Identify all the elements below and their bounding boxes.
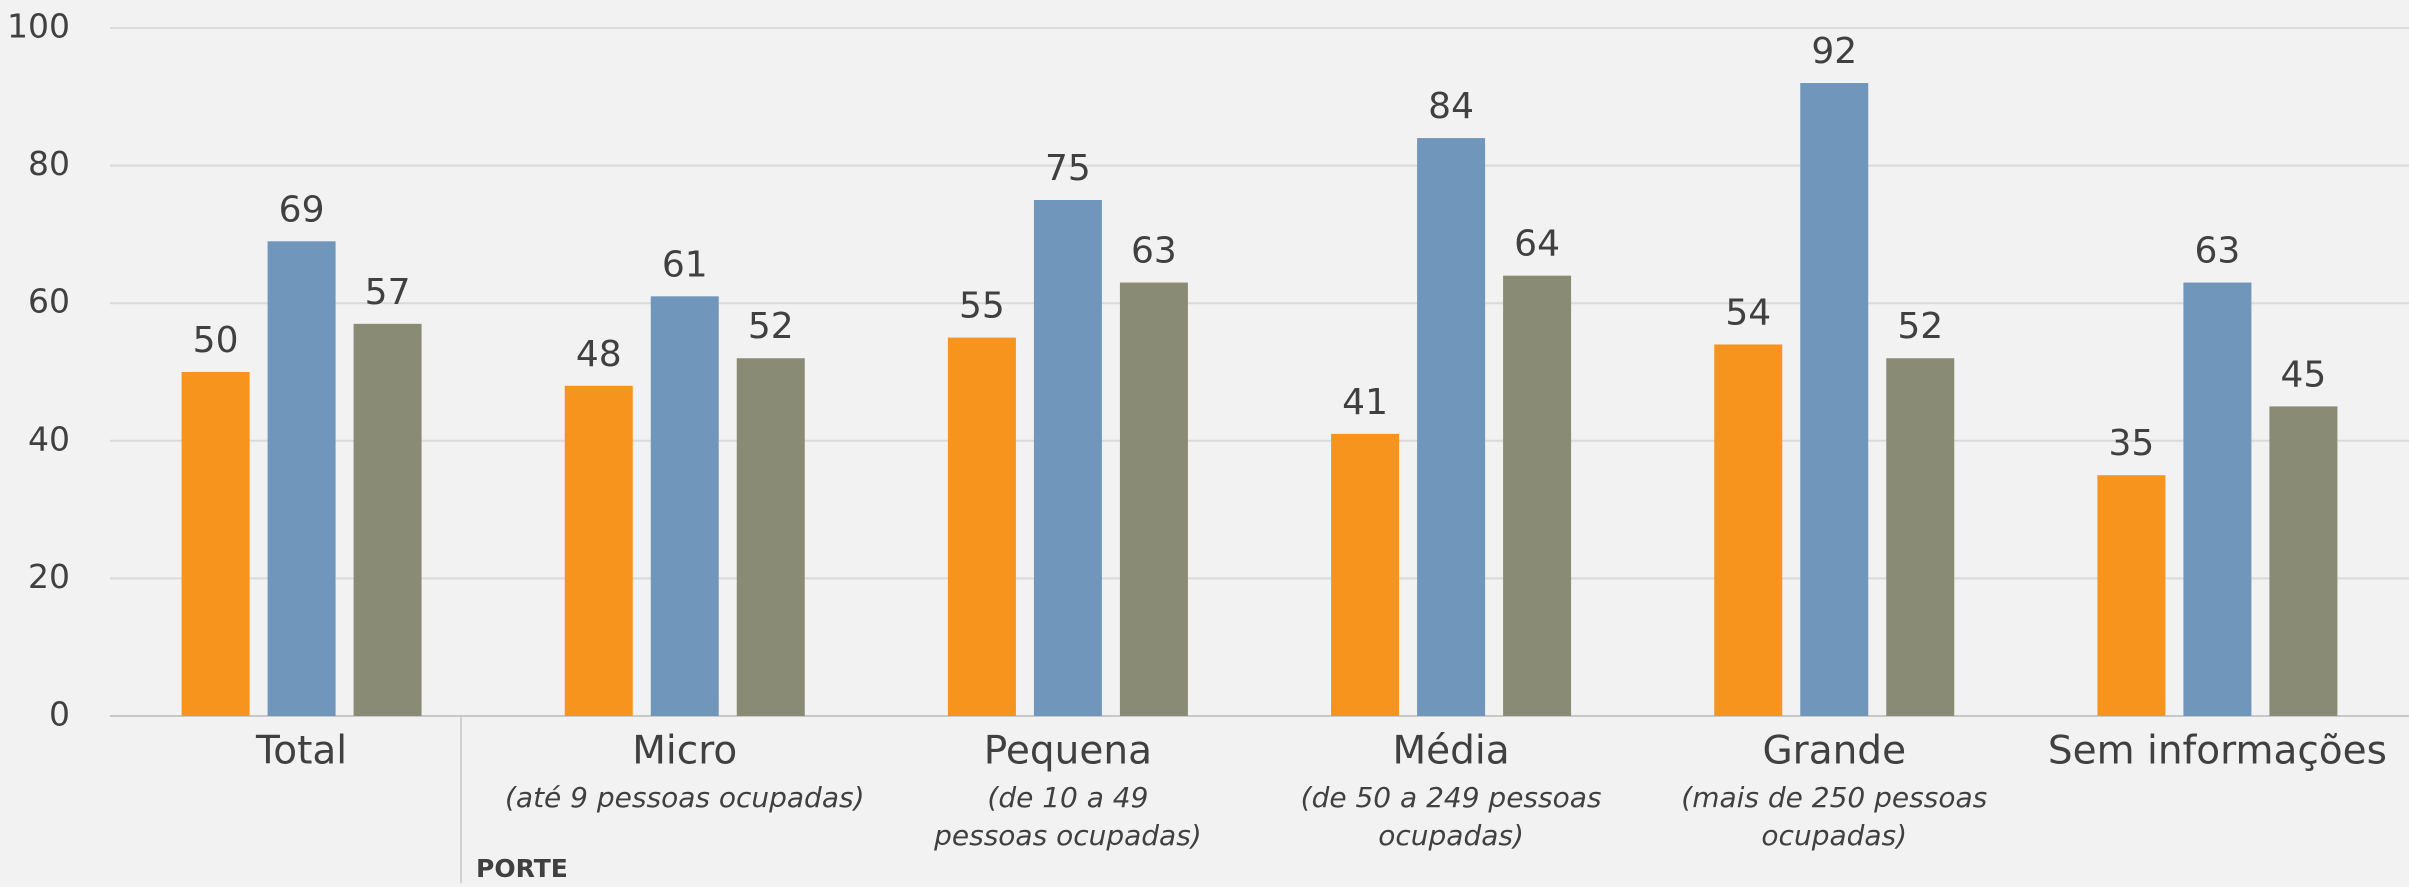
x-tick-label: Grande xyxy=(1762,729,1906,774)
y-tick-label: 0 xyxy=(49,695,70,734)
value-label: 75 xyxy=(1045,148,1091,189)
value-label: 55 xyxy=(959,286,1005,327)
value-label: 41 xyxy=(1342,382,1388,423)
value-label: 69 xyxy=(279,189,325,230)
y-tick-label: 40 xyxy=(28,419,70,458)
y-tick-label: 60 xyxy=(28,282,70,321)
bar xyxy=(2097,475,2166,716)
category-note: (de 50 a 249 pessoas xyxy=(1301,781,1602,814)
bar xyxy=(1417,138,1486,716)
x-tick-label: Total xyxy=(255,729,347,774)
value-label: 52 xyxy=(748,306,794,347)
category-note: ocupadas) xyxy=(1761,819,1907,852)
bar xyxy=(353,323,422,716)
value-label: 52 xyxy=(1897,306,1943,347)
value-label: 35 xyxy=(2109,423,2155,464)
value-label: 63 xyxy=(2195,231,2241,272)
value-label: 54 xyxy=(1725,292,1771,333)
bar xyxy=(2269,406,2338,716)
y-tick-label: 20 xyxy=(28,557,70,596)
bar xyxy=(1800,83,1869,717)
bar xyxy=(1714,344,1783,716)
bar xyxy=(181,372,250,716)
value-label: 57 xyxy=(365,272,411,313)
bar xyxy=(947,337,1016,716)
value-label: 61 xyxy=(662,244,708,285)
bar xyxy=(650,296,719,716)
category-note: (de 10 a 49 xyxy=(987,781,1148,814)
value-label: 64 xyxy=(1514,224,1560,265)
bar xyxy=(736,358,805,716)
x-tick-label: Micro xyxy=(632,729,737,774)
group-label: PORTE xyxy=(476,854,568,883)
category-note: pessoas ocupadas) xyxy=(933,819,1202,852)
value-label: 45 xyxy=(2281,354,2327,395)
value-label: 84 xyxy=(1428,86,1474,127)
bar xyxy=(267,241,336,716)
bar xyxy=(1331,433,1400,716)
bar xyxy=(1033,200,1102,716)
value-label: 63 xyxy=(1131,231,1177,272)
y-tick-label: 80 xyxy=(28,144,70,183)
x-tick-label: Pequena xyxy=(984,729,1152,774)
x-tick-label: Sem informações xyxy=(2048,729,2387,774)
value-label: 48 xyxy=(576,334,622,375)
category-note: (até 9 pessoas ocupadas) xyxy=(505,781,865,814)
y-tick-label: 100 xyxy=(7,7,70,46)
value-label: 50 xyxy=(193,320,239,361)
bar xyxy=(564,385,633,716)
bar xyxy=(1503,275,1572,716)
value-label: 92 xyxy=(1811,31,1857,72)
bar xyxy=(1886,358,1955,716)
category-note: ocupadas) xyxy=(1378,819,1524,852)
bar xyxy=(2183,282,2252,716)
category-note: (mais de 250 pessoas xyxy=(1681,781,1987,814)
x-tick-label: Média xyxy=(1393,729,1510,774)
bar xyxy=(1119,282,1188,716)
